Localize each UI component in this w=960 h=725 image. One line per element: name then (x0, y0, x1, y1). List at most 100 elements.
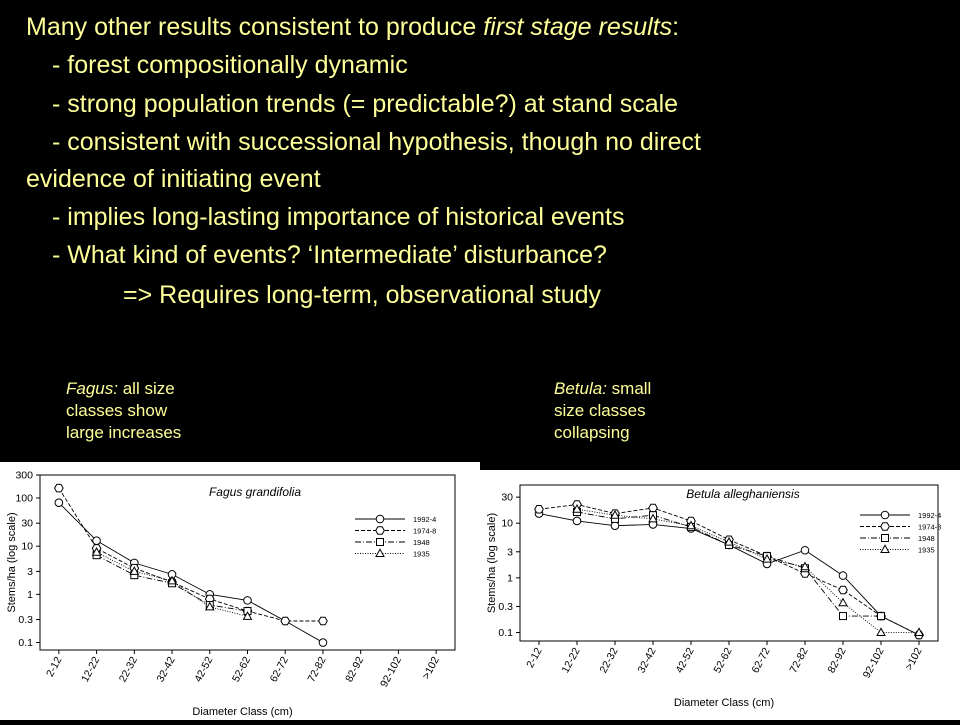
x-axis-label: Diameter Class (cm) (674, 697, 774, 709)
data-point (800, 561, 810, 571)
data-point (648, 513, 658, 523)
caption-left: Fagus: all size classes show large incre… (66, 378, 181, 444)
data-point (877, 612, 885, 621)
series-line (576, 508, 919, 633)
data-point (572, 504, 582, 513)
series-1974-8 (534, 500, 924, 640)
heading-text: Many other results consistent to produce (26, 13, 484, 41)
caption-right-species: Betula: (554, 379, 607, 398)
betula-chart: 0.1 0.3 1 3 10 30 2-12 12-22 22-32 32-42 42-52 52-6… (486, 484, 941, 709)
chart-panel-fagus: 0.1 0.3 1 3 10 30 100 300 2-12 12-22 22-32 32-42 42-… (0, 462, 480, 720)
y-tick-label: 300 (15, 470, 33, 482)
legend-label: 1935 (918, 546, 935, 555)
x-tick-label: 42-52 (673, 646, 696, 675)
x-tick-label: 72-82 (305, 655, 328, 684)
caption-left-species: Fagus: (66, 379, 118, 398)
caption-left-line3: large increases (66, 423, 182, 442)
legend-marker (375, 548, 385, 557)
data-point (610, 509, 620, 519)
y-tick-label: 1 (27, 589, 33, 601)
y-tick-label: 3 (507, 546, 513, 558)
x-tick-label: 22-32 (597, 646, 620, 675)
data-point (572, 516, 582, 526)
data-point (762, 553, 772, 563)
y-tick-label: 1 (507, 572, 513, 584)
legend-marker (375, 514, 385, 524)
y-tick-label: 3 (27, 566, 33, 578)
x-tick-label: 42-52 (192, 655, 215, 684)
y-tick-label: 30 (21, 518, 33, 530)
caption-right-line2: size classes (554, 401, 646, 420)
bullet-3: - consistent with successional hypothesi… (52, 128, 701, 156)
series-1935 (572, 504, 924, 637)
bullet-3-continued: evidence of initiating event (26, 165, 321, 193)
chart-panel-betula: 0.1 0.3 1 3 10 30 2-12 12-22 22-32 32-42 42-52 52-6… (480, 470, 960, 720)
legend-marker (881, 534, 889, 542)
plot-frame (39, 474, 456, 651)
x-axis-label: Diameter Class (cm) (192, 706, 292, 718)
data-point (242, 611, 253, 620)
data-point (724, 536, 734, 546)
data-point (800, 545, 810, 555)
data-point (129, 566, 140, 575)
data-point (914, 627, 924, 637)
legend-label: 1992-4 (918, 511, 941, 520)
chart-title: Betula alleghaniensis (686, 487, 799, 501)
y-tick-label: 10 (501, 518, 513, 530)
x-tick-label: 32-42 (154, 655, 177, 684)
x-tick-label: 22-32 (117, 655, 140, 684)
series-line (538, 504, 920, 636)
data-point (91, 546, 102, 556)
legend-label: 1992-4 (413, 515, 436, 524)
data-point (318, 616, 328, 626)
data-point (876, 627, 886, 637)
data-point (53, 483, 64, 493)
plot-frame (519, 484, 939, 642)
data-point (686, 520, 696, 530)
y-tick-label: 0.1 (18, 637, 33, 649)
legend-marker (376, 538, 384, 546)
legend-marker (880, 544, 890, 553)
x-tick-label: 2-12 (524, 646, 545, 670)
y-tick-label: 100 (15, 492, 33, 504)
x-tick-label: 52-62 (711, 646, 734, 675)
data-point (243, 596, 252, 605)
data-point (534, 505, 544, 514)
heading-colon: : (672, 13, 680, 41)
legend-marker (880, 510, 890, 520)
chart-title: Fagus grandifolia (209, 485, 301, 499)
data-point (838, 571, 848, 580)
caption-left-line2: classes show (66, 401, 168, 420)
series-1992-4 (534, 509, 924, 640)
x-tick-label: 52-62 (230, 655, 253, 684)
y-axis-label: Stems/ha (log scale) (486, 513, 498, 613)
data-point (54, 498, 64, 507)
caption-right: Betula: small size classes collapsing (554, 378, 651, 444)
data-point (648, 503, 658, 513)
caption-left-line1: all size (117, 379, 175, 398)
data-point (280, 616, 291, 626)
bullet-4: - implies long-lasting importance of his… (52, 203, 625, 231)
legend-label: 1974-8 (413, 527, 436, 536)
x-tick-label: 12-22 (79, 655, 102, 684)
legend-marker (880, 522, 890, 531)
data-point (204, 601, 215, 611)
x-tick-label: 82-92 (825, 646, 848, 675)
x-tick-label: >102 (420, 655, 442, 682)
caption-right-line3: collapsing (554, 423, 630, 442)
y-tick-label: 0.1 (498, 627, 513, 639)
legend-label: 1948 (918, 534, 935, 543)
caption-right-line1: small (606, 379, 652, 398)
y-axis-label: Stems/ha (log scale) (6, 512, 18, 612)
conclusion: => Requires long-term, observational stu… (123, 281, 602, 309)
fagus-chart: 0.1 0.3 1 3 10 30 100 300 2-12 12-22 22-32 32-42 42-… (6, 470, 456, 718)
x-tick-label: 92-102 (378, 655, 404, 690)
x-tick-label: 12-22 (559, 646, 582, 675)
x-tick-label: 92-102 (861, 646, 887, 681)
x-tick-label: 72-82 (787, 646, 810, 675)
x-tick-label: 2-12 (44, 655, 65, 679)
series-line (96, 551, 248, 617)
x-tick-label: 62-72 (268, 655, 291, 684)
legend-marker (375, 526, 385, 535)
data-point (92, 536, 101, 545)
